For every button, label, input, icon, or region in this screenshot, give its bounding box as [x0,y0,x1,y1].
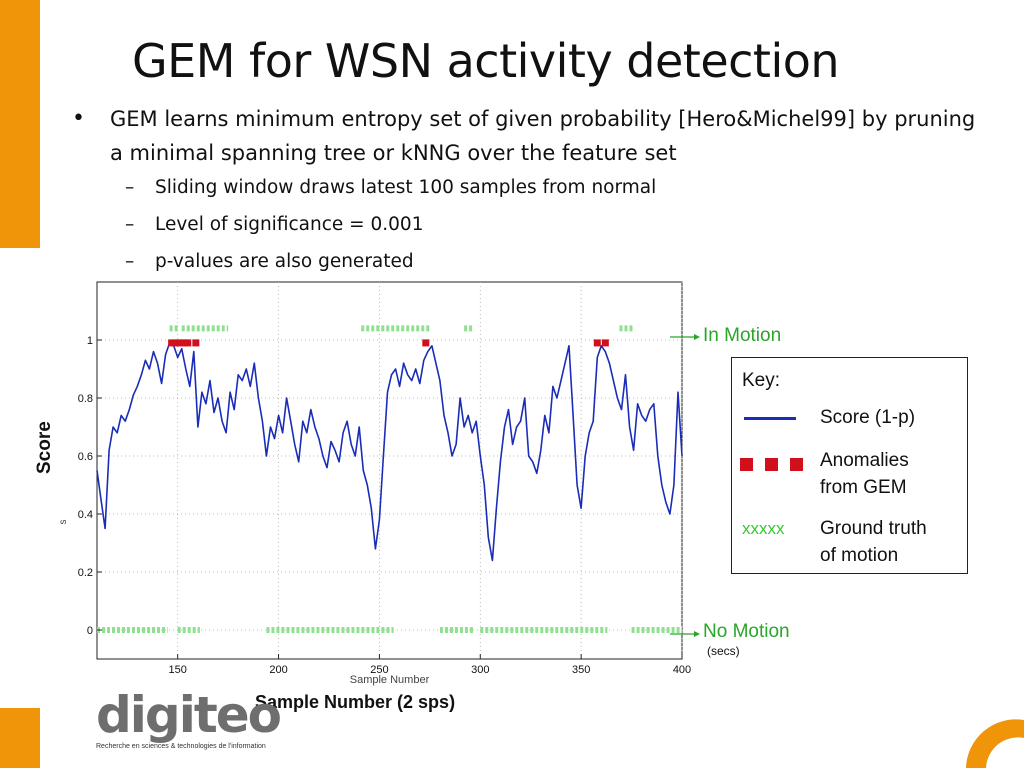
y-axis-label: s [58,520,69,525]
sub-bullet-text: p-values are also generated [155,251,414,272]
legend-ground-label-1: Ground truth [820,518,927,539]
score-series-line [96,342,683,562]
anomaly-marker [192,339,200,347]
anomaly-marker [593,339,601,347]
anomaly-marker [172,339,180,347]
logo-tagline: Recherche en sciences & technologies de … [96,743,266,750]
chart-legend: Key: Score (1-p) Anomalies from GEM xxxx… [731,357,968,574]
logo-wordmark: digiteo [96,686,282,744]
score-legend-swatch [744,417,796,420]
x-tick-label: 200 [269,664,287,676]
sub-bullet-text: Sliding window draws latest 100 samples … [155,177,657,198]
anomaly-marker [168,339,176,347]
legend-anomalies-label-1: Anomalies [820,450,909,471]
main-bullet-text: GEM learns minimum entropy set of given … [110,107,976,165]
anomaly-legend-swatch [740,458,753,471]
secs-label: (secs) [707,644,740,658]
legend-score-label: Score (1-p) [820,407,916,428]
dash-icon: – [125,214,135,235]
x-axis-title: Sample Number (2 sps) [255,692,456,712]
legend-anomalies-label-2: from GEM [820,477,907,498]
in-motion-label: In Motion [703,325,782,346]
slide-title: GEM for WSN activity detection [132,34,840,88]
y-tick-label: 0.2 [78,567,93,579]
accent-bar-bottom [0,708,40,768]
no-motion-arrow-head [694,631,700,637]
anomaly-marker [422,339,430,347]
no-motion-label: No Motion [703,621,790,642]
sub-bullet-2: – Level of significance = 0.001 [125,214,424,235]
x-tick-label: 350 [572,664,590,676]
x-tick-label: 250 [370,664,388,676]
anomaly-legend-swatch [765,458,778,471]
y-tick-label: 0.6 [78,451,93,463]
score-axis-label: Score [34,421,55,474]
dash-icon: – [125,177,135,198]
main-bullet: • GEM learns minimum entropy set of give… [72,102,990,170]
x-tick-label: 300 [471,664,489,676]
sub-bullet-3: – p-values are also generated [125,251,414,272]
bullet-dot-icon: • [72,106,85,131]
sub-bullet-text: Level of significance = 0.001 [155,214,424,235]
in-motion-arrow-head [694,334,700,340]
legend-title: Key: [742,370,781,391]
accent-bar-top [0,0,40,248]
x-axis-label: Sample Number [350,674,430,686]
x-tick-label: 400 [673,664,691,676]
sub-bullet-1: – Sliding window draws latest 100 sample… [125,177,657,198]
plot-area [96,281,683,660]
anomaly-marker [601,339,609,347]
legend-ground-label-2: of motion [820,545,899,566]
anomaly-marker [184,339,192,347]
ground-truth-legend-swatch: xxxxx [742,519,785,538]
dash-icon: – [125,251,135,272]
anomaly-legend-swatch [790,458,803,471]
anomaly-marker [180,339,188,347]
y-tick-label: 1 [87,335,93,347]
anomaly-marker [176,339,184,347]
swirl-decoration-icon [966,719,1024,768]
x-tick-label: 150 [169,664,187,676]
y-tick-label: 0 [87,625,93,637]
y-tick-label: 0.4 [78,509,93,521]
y-tick-label: 0.8 [78,393,93,405]
